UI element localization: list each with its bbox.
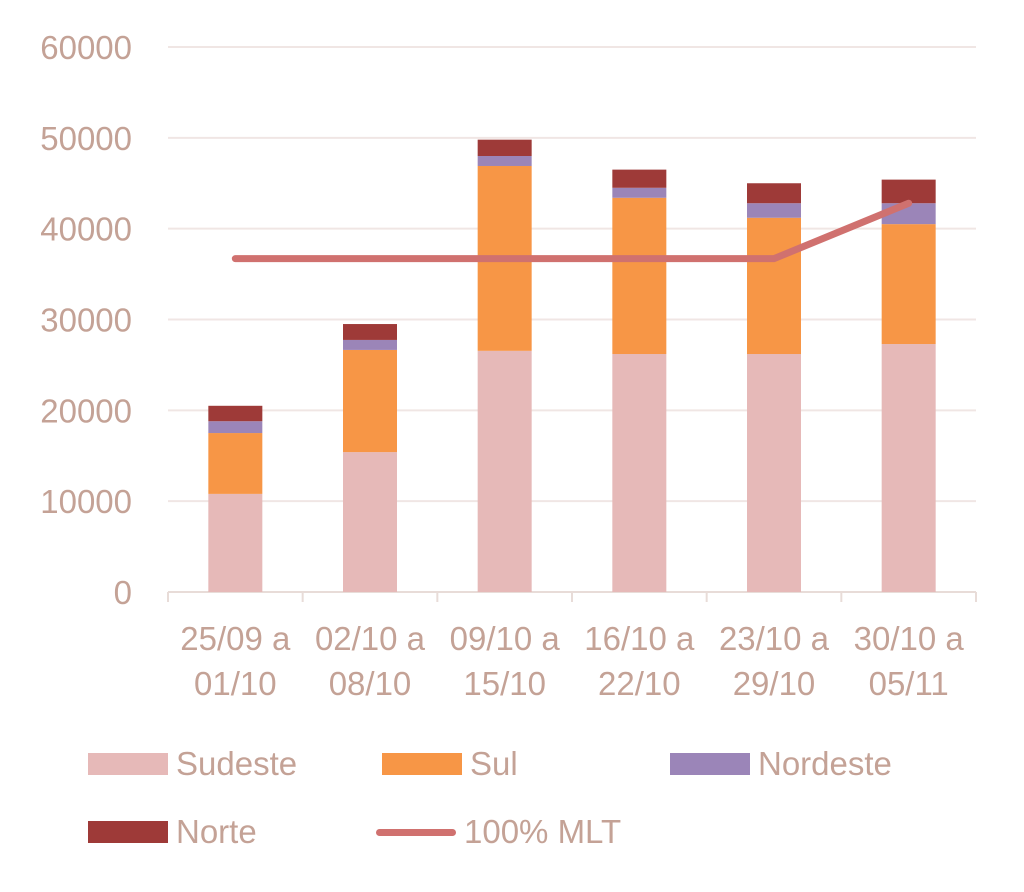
bar-sul — [343, 349, 397, 453]
legend-swatch — [382, 753, 462, 775]
x-tick-label: 25/09 a — [180, 620, 291, 657]
legend-label: Sudeste — [176, 745, 298, 782]
y-tick-label: 0 — [114, 574, 132, 611]
y-tick-label: 10000 — [40, 483, 132, 520]
legend-item-norte: Norte — [88, 813, 257, 851]
line-100-mlt — [231, 199, 913, 263]
x-tick-label: 16/10 a — [584, 620, 695, 657]
x-tick-label: 08/10 — [329, 665, 412, 702]
legend-item-sul: Sul — [382, 745, 518, 783]
bar-norte — [208, 405, 263, 422]
legend-item-sudeste: Sudeste — [88, 745, 297, 783]
bar-norte — [343, 324, 397, 340]
x-tick-label: 01/10 — [194, 665, 277, 702]
bar-norte — [477, 139, 532, 156]
bar-norte — [612, 169, 667, 188]
legend-swatch — [88, 753, 168, 775]
bar-sul — [208, 433, 263, 494]
bar-nordeste — [208, 421, 263, 434]
bar-sul — [612, 197, 667, 355]
x-tick-label: 05/11 — [869, 665, 949, 702]
y-tick-label: 30000 — [40, 302, 132, 339]
x-tick-label: 29/10 — [733, 665, 816, 702]
x-tick-label: 30/10 a — [854, 620, 965, 657]
bar-sudeste — [881, 344, 936, 592]
x-tick-label: 23/10 a — [719, 620, 830, 657]
bar-sudeste — [612, 354, 667, 592]
bar-sudeste — [343, 452, 397, 592]
legend-label: 100% MLT — [464, 813, 622, 850]
y-tick-label: 20000 — [40, 392, 132, 429]
legend-swatch — [88, 821, 168, 843]
bar-sudeste — [208, 493, 263, 592]
legend-label: Nordeste — [758, 745, 892, 782]
legend-item-nordeste: Nordeste — [670, 745, 892, 783]
bar-sul — [881, 224, 936, 345]
bar-sul — [747, 217, 801, 355]
y-tick-label: 50000 — [40, 120, 132, 157]
bar-sudeste — [477, 350, 532, 592]
bar-nordeste — [612, 187, 667, 198]
legend-swatch — [670, 753, 750, 775]
x-tick-label: 22/10 — [598, 665, 681, 702]
x-tick-label: 15/10 — [463, 665, 546, 702]
y-tick-label: 40000 — [40, 211, 132, 248]
legend-item-mlt: 100% MLT — [376, 813, 621, 851]
bar-norte — [881, 179, 936, 204]
y-tick-label: 60000 — [40, 29, 132, 66]
bar-nordeste — [747, 203, 801, 218]
bar-sudeste — [747, 354, 801, 592]
x-tick-label: 09/10 a — [450, 620, 561, 657]
x-tick-label: 02/10 a — [315, 620, 426, 657]
bar-nordeste — [343, 339, 397, 350]
bar-norte — [747, 183, 801, 204]
legend-line — [376, 828, 456, 836]
legend-label: Norte — [176, 813, 257, 850]
bar-nordeste — [477, 156, 532, 166]
legend-label: Sul — [470, 745, 518, 782]
